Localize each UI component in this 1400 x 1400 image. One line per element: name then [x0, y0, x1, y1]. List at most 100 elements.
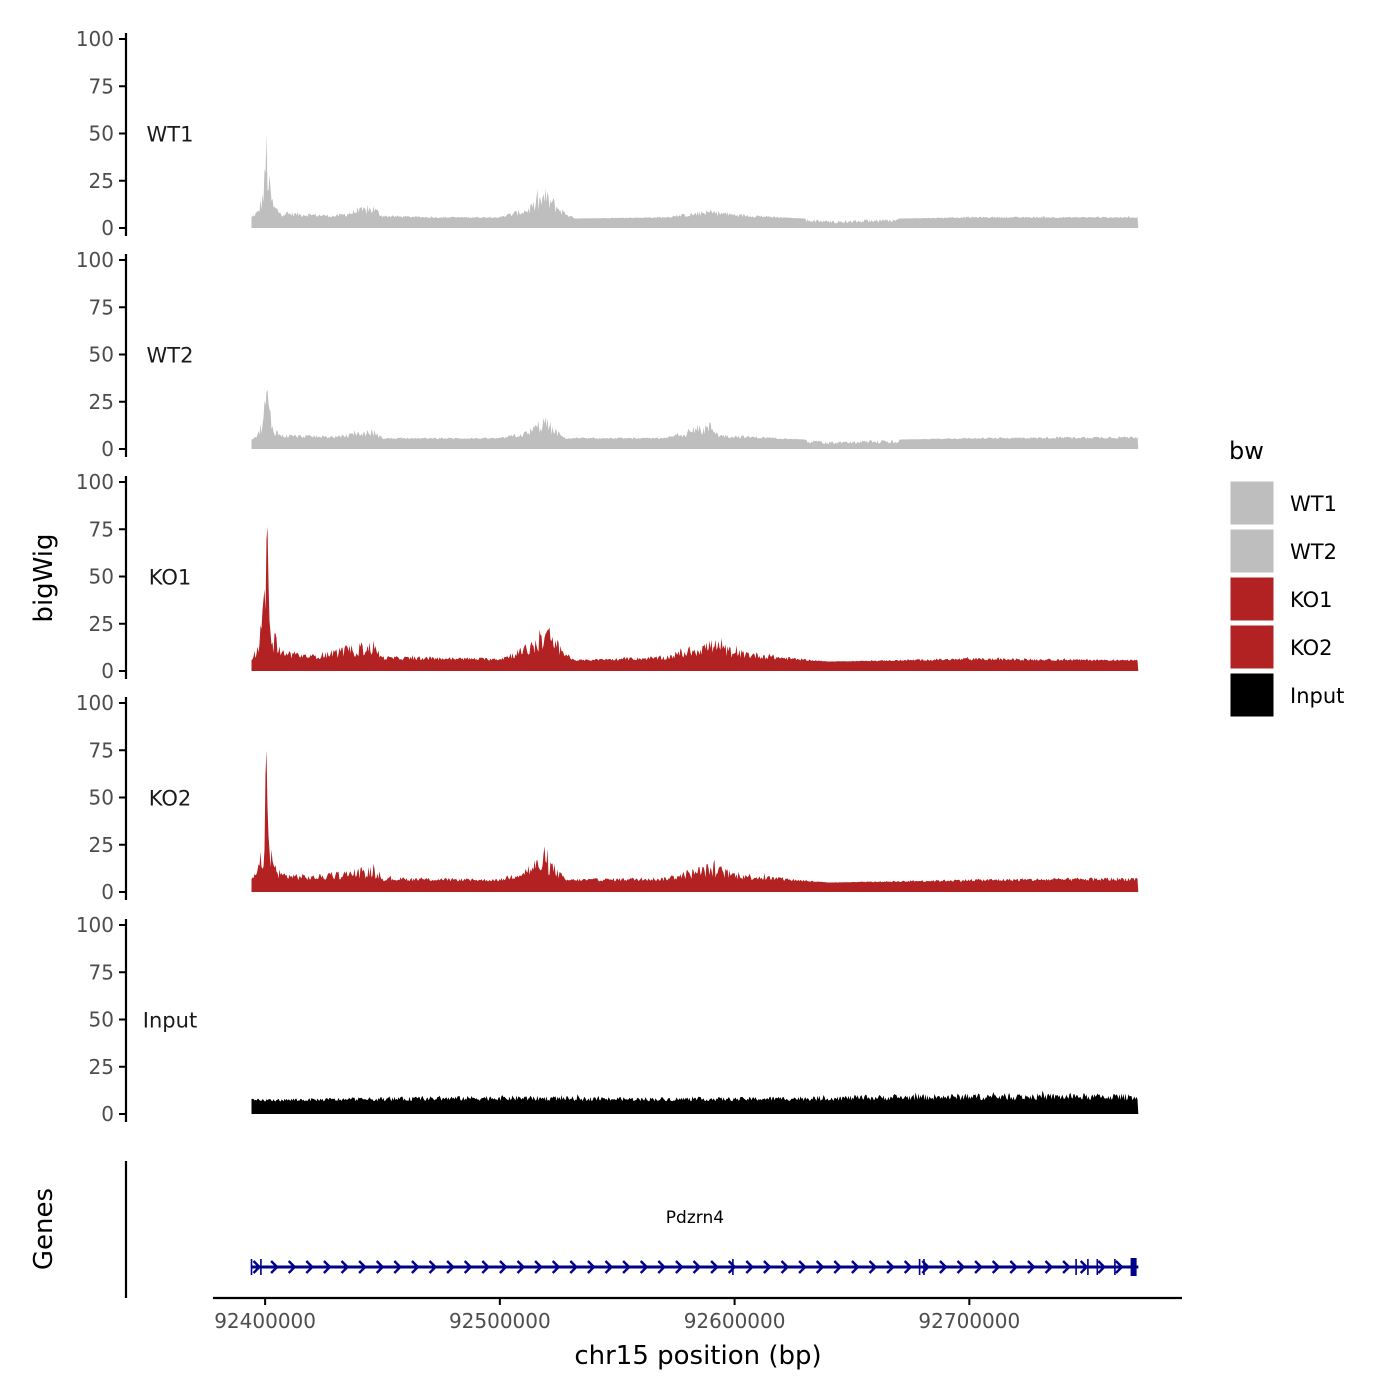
x-axis-label: chr15 position (bp) [574, 1341, 821, 1371]
strand-arrow [815, 1260, 825, 1274]
y-tick-label: 0 [101, 880, 114, 904]
track-panel: 0 25 50 75 100 KO2 [76, 691, 1139, 904]
y-tick-label: 75 [89, 960, 114, 984]
strand-arrow [411, 1260, 420, 1274]
y-tick-label: 25 [89, 169, 114, 193]
y-tick-label: 25 [89, 612, 114, 636]
gene-exon [1075, 1259, 1077, 1275]
y-tick-label: 25 [89, 390, 114, 414]
strand-arrow [534, 1260, 543, 1274]
track-panel: 0 25 50 75 100 Input [76, 913, 1139, 1126]
strand-arrow [305, 1260, 314, 1274]
strand-arrow [551, 1260, 561, 1274]
gene-name-label: Pdzrn4 [666, 1208, 724, 1228]
strand-arrow [604, 1260, 614, 1274]
strand-arrow [991, 1260, 1001, 1274]
legend-title: bw [1229, 437, 1264, 465]
legend-label: WT1 [1290, 492, 1337, 516]
y-tick-label: 50 [89, 565, 114, 589]
strand-arrow [323, 1260, 332, 1274]
strand-arrow [587, 1260, 596, 1274]
y-tick-label: 25 [89, 833, 114, 857]
strand-arrow [375, 1260, 385, 1274]
strand-arrow [833, 1260, 842, 1274]
coverage-area-ko1 [251, 526, 1139, 671]
y-tick-label: 0 [101, 437, 114, 461]
gene-exon [1114, 1259, 1116, 1275]
y-tick-label: 75 [89, 517, 114, 541]
y-tick-label: 75 [89, 74, 114, 98]
legend-swatch [1229, 672, 1275, 718]
legend-swatch [1229, 624, 1275, 670]
y-tick-label: 100 [76, 27, 114, 51]
strand-arrow [481, 1260, 490, 1274]
strand-arrow [1044, 1260, 1054, 1274]
strand-arrow [446, 1260, 455, 1274]
strand-arrow [868, 1260, 878, 1274]
strand-arrow [622, 1260, 631, 1274]
y-tick-label: 75 [89, 738, 114, 762]
strand-arrow [516, 1260, 526, 1274]
strand-arrow [428, 1260, 438, 1274]
strand-arrow [252, 1260, 262, 1274]
legend: bw WT1 WT2 KO1 KO2 Input [1229, 437, 1344, 718]
legend-swatch [1229, 576, 1275, 622]
strand-arrow [270, 1260, 279, 1274]
strand-arrow [956, 1260, 966, 1274]
strand-arrow [1062, 1260, 1071, 1274]
strand-arrow [1115, 1260, 1124, 1274]
strand-arrow [393, 1260, 402, 1274]
legend-label: KO2 [1290, 636, 1333, 660]
y-tick-label: 25 [89, 1055, 114, 1079]
x-tick-label: 92500000 [449, 1309, 551, 1333]
strand-arrow [499, 1260, 508, 1274]
gene-exon [1087, 1259, 1089, 1275]
x-tick-label: 92700000 [918, 1309, 1020, 1333]
track-panel: 0 25 50 75 100 WT2 [76, 248, 1139, 461]
y-tick-label: 0 [101, 659, 114, 683]
strand-arrow [780, 1260, 790, 1274]
track-panel: 0 25 50 75 100 WT1 [76, 27, 1139, 240]
genes-axis-label: Genes [29, 1188, 59, 1270]
gene-exon [250, 1259, 253, 1275]
strand-arrow [939, 1260, 948, 1274]
strand-arrow [340, 1260, 350, 1274]
y-tick-label: 0 [101, 216, 114, 240]
gene-exon [1130, 1258, 1137, 1276]
strand-arrow [886, 1260, 895, 1274]
strand-arrow [727, 1260, 737, 1274]
track-label: WT1 [147, 123, 194, 147]
strand-arrow [287, 1260, 297, 1274]
legend-label: Input [1290, 684, 1344, 708]
legend-swatch [1229, 480, 1275, 526]
coverage-area-wt2 [251, 390, 1139, 449]
track-label: KO2 [149, 787, 192, 811]
y-tick-label: 75 [89, 295, 114, 319]
track-panel: 0 25 50 75 100 KO1 [76, 470, 1139, 683]
legend-swatch [1229, 528, 1275, 574]
strand-arrow [569, 1260, 578, 1274]
y-tick-label: 100 [76, 913, 114, 937]
y-tick-label: 0 [101, 1102, 114, 1126]
strand-arrow [798, 1260, 807, 1274]
strand-arrow [710, 1260, 719, 1274]
x-axis: 92400000 92500000 92600000 92700000 [213, 1296, 1182, 1333]
strand-arrow [1097, 1260, 1106, 1274]
x-tick-label: 92600000 [684, 1309, 786, 1333]
track-label: KO1 [149, 566, 192, 590]
strand-arrow [358, 1260, 367, 1274]
coverage-area-wt1 [251, 134, 1139, 228]
track-label: Input [143, 1009, 197, 1033]
strand-arrow [1027, 1260, 1036, 1274]
coverage-area-input [251, 1090, 1139, 1114]
gene-track: Pdzrn4 [124, 1161, 1139, 1298]
strand-arrow [763, 1260, 772, 1274]
track-label: WT2 [147, 344, 194, 368]
x-tick-label: 92400000 [214, 1309, 316, 1333]
y-tick-label: 50 [89, 343, 114, 367]
y-tick-label: 50 [89, 1008, 114, 1032]
coverage-area-ko2 [251, 750, 1139, 892]
strand-arrow [675, 1260, 684, 1274]
strand-arrow [463, 1260, 473, 1274]
